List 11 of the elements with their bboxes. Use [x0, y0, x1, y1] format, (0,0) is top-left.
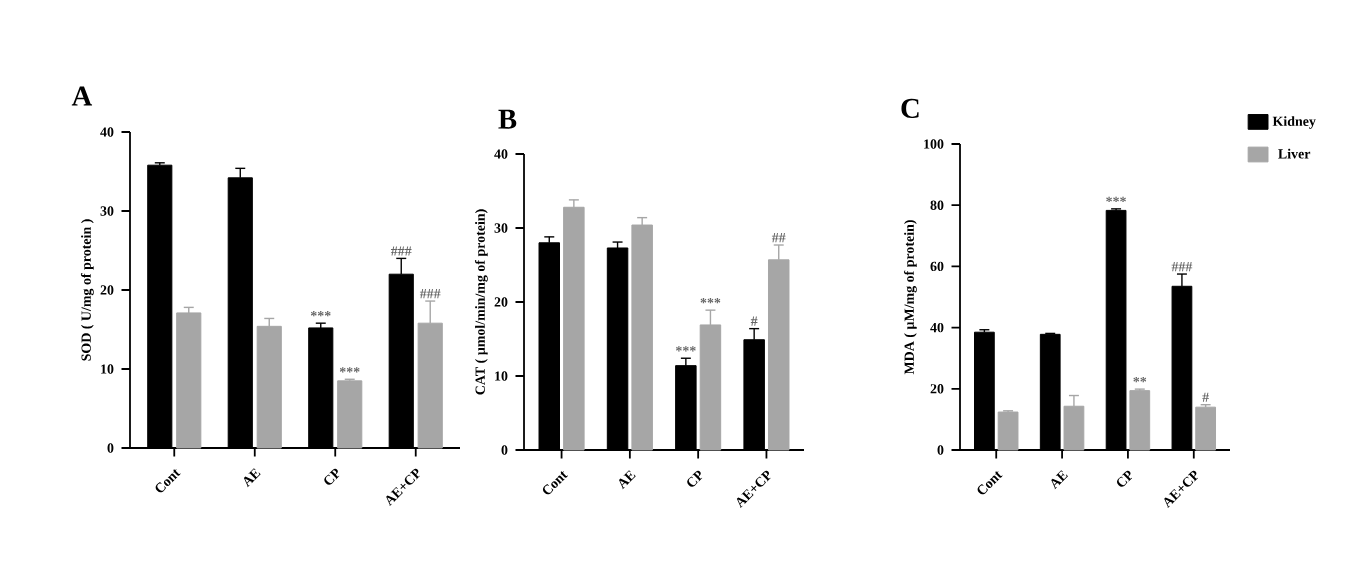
- bar: [1129, 390, 1151, 451]
- chart-title: C: [901, 98, 919, 119]
- bar: [176, 312, 202, 449]
- bar: [631, 224, 653, 451]
- bar: [337, 380, 363, 449]
- chart-title: B: [498, 109, 517, 129]
- bar: [1195, 406, 1217, 451]
- bar: [563, 206, 585, 451]
- chart-title: A: [71, 86, 93, 106]
- bar: [997, 411, 1019, 451]
- bar: [256, 325, 282, 449]
